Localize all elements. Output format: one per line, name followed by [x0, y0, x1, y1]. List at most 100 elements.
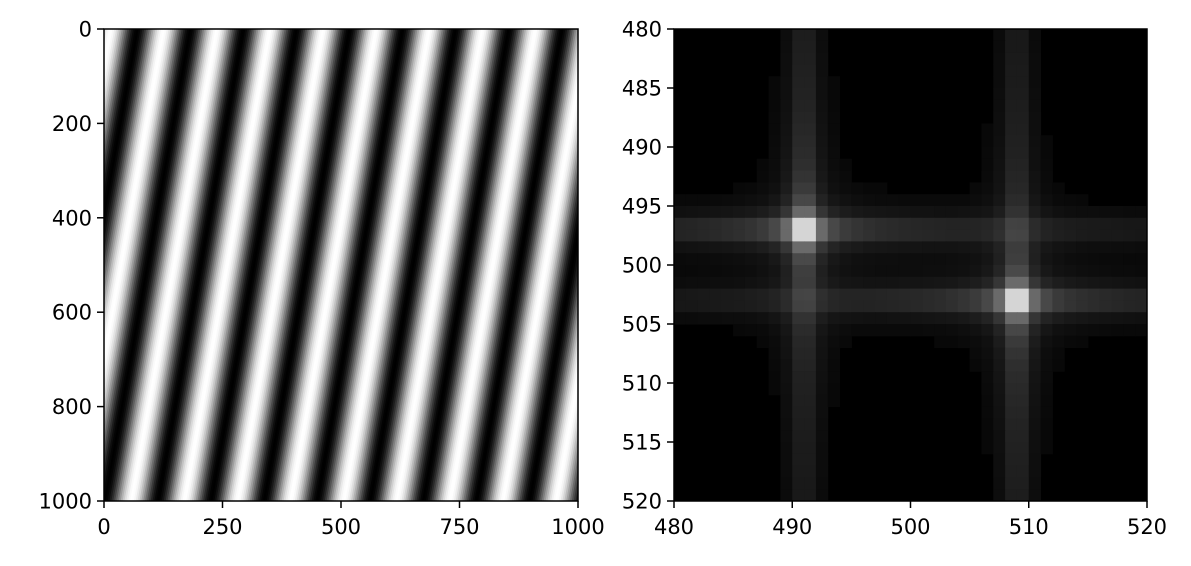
spectrum-pixel: [827, 99, 841, 113]
spectrum-pixel: [780, 418, 793, 431]
spectrum-pixel: [863, 253, 876, 266]
spectrum-pixel: [804, 40, 817, 54]
spectrum-pixel: [815, 88, 829, 101]
spectrum-pixel: [981, 371, 994, 384]
grating-stripe: [429, 29, 518, 501]
spectrum-pixel: [1040, 170, 1053, 183]
spectrum-pixel: [780, 489, 793, 501]
spectrum-pixel: [804, 253, 817, 266]
spectrum-pixel: [910, 312, 923, 325]
spectrum-pixel: [1064, 312, 1077, 325]
spectrum-pixel: [697, 276, 710, 290]
spectrum-pixel: [1135, 265, 1147, 278]
spectrum-pixel: [993, 217, 1006, 231]
spectrum-pixel: [827, 111, 841, 124]
grating-stripe: [289, 29, 377, 501]
grating-stripe: [296, 29, 385, 501]
spectrum-pixel: [815, 489, 829, 501]
spectrum-pixel: [768, 170, 781, 183]
spectrum-pixel: [1099, 276, 1113, 290]
spectrum-pixel: [780, 335, 793, 349]
spectrum-pixel: [993, 453, 1006, 467]
spectrum-pixel: [804, 288, 817, 301]
spectrum-pixel: [804, 147, 817, 160]
grating-stripe: [433, 29, 522, 501]
spectrum-pixel: [851, 229, 864, 242]
grating-stripe: [104, 29, 110, 59]
spectrum-pixel: [815, 158, 829, 172]
spectrum-pixel: [898, 276, 911, 290]
spectrum-pixel: [1005, 52, 1018, 65]
spectrum-pixel: [981, 229, 994, 242]
spectrum-pixel: [969, 229, 982, 242]
spectrum-pixel: [1040, 383, 1053, 396]
spectrum-pixel: [827, 335, 841, 349]
spectrum-pixel: [1040, 217, 1053, 231]
spectrum-pixel: [780, 170, 793, 183]
grating-stripe: [0, 29, 87, 501]
spectrum-pixel: [768, 253, 781, 266]
spectrum-pixel: [1028, 64, 1042, 77]
spectrum-pixel: [1076, 194, 1089, 207]
spectrum-pixel: [780, 111, 793, 124]
spectrum-pixel: [756, 182, 770, 195]
spectrum-pixel: [768, 312, 781, 325]
spectrum-pixel: [768, 347, 781, 360]
spectrum-pixel: [827, 241, 841, 254]
spectrum-pixel: [993, 442, 1006, 455]
spectrum-pixel: [721, 288, 734, 301]
spectrum-pixel: [1111, 276, 1124, 290]
spectrum-pixel: [1087, 312, 1101, 325]
spectrum-pixel: [804, 276, 817, 290]
spectrum-pixel: [827, 383, 841, 396]
spectrum-pixel: [1087, 288, 1101, 301]
spectrum-pixel: [1123, 229, 1136, 242]
spectrum-pixel: [875, 229, 888, 242]
spectrum-pixel: [934, 229, 947, 242]
grating-stripe: [554, 373, 578, 501]
spectrum-pixel: [780, 135, 793, 148]
grating-stripe: [352, 29, 441, 501]
spectrum-pixel: [780, 217, 793, 231]
spectrum-pixel: [1040, 394, 1053, 408]
spectrum-pixel: [1040, 182, 1053, 195]
grating-y-tick-label: 1000: [39, 490, 92, 514]
spectrum-pixel: [875, 300, 888, 313]
spectrum-pixel: [1005, 477, 1018, 490]
grating-stripe: [135, 29, 224, 501]
grating-stripe: [403, 29, 492, 501]
spectrum-pixel: [851, 217, 864, 231]
spectrum-y-tick-label: 480: [622, 18, 662, 42]
grating-stripe: [104, 29, 115, 90]
grating-stripe: [120, 29, 209, 501]
spectrum-pixel: [1040, 347, 1053, 360]
spectrum-pixel: [1064, 206, 1077, 219]
spectrum-pixel: [993, 76, 1006, 89]
grating-stripe: [259, 29, 348, 501]
grating-stripe: [154, 29, 243, 501]
grating-stripe: [313, 29, 402, 501]
grating-stripe: [246, 29, 334, 501]
grating-stripe: [485, 29, 574, 501]
grating-image: [0, 29, 578, 501]
spectrum-pixel: [981, 324, 994, 337]
spectrum-pixel: [815, 99, 829, 113]
grating-stripe: [221, 29, 310, 501]
spectrum-pixel: [815, 64, 829, 77]
grating-stripe: [356, 29, 445, 501]
spectrum-pixel: [993, 288, 1006, 301]
grating-stripe: [427, 29, 516, 501]
spectrum-pixel: [792, 312, 805, 325]
grating-stripe: [386, 29, 475, 501]
spectrum-pixel: [1052, 276, 1065, 290]
spectrum-pixel: [1123, 276, 1136, 290]
spectrum-pixel: [993, 40, 1006, 54]
spectrum-pixel: [674, 276, 687, 290]
grating-stripe: [257, 29, 346, 501]
spectrum-pixel: [898, 194, 911, 207]
spectrum-pixel: [957, 324, 971, 337]
spectrum-pixel: [697, 229, 710, 242]
spectrum-pixel: [804, 170, 817, 183]
spectrum-pixel: [922, 253, 935, 266]
grating-stripe: [549, 342, 578, 501]
